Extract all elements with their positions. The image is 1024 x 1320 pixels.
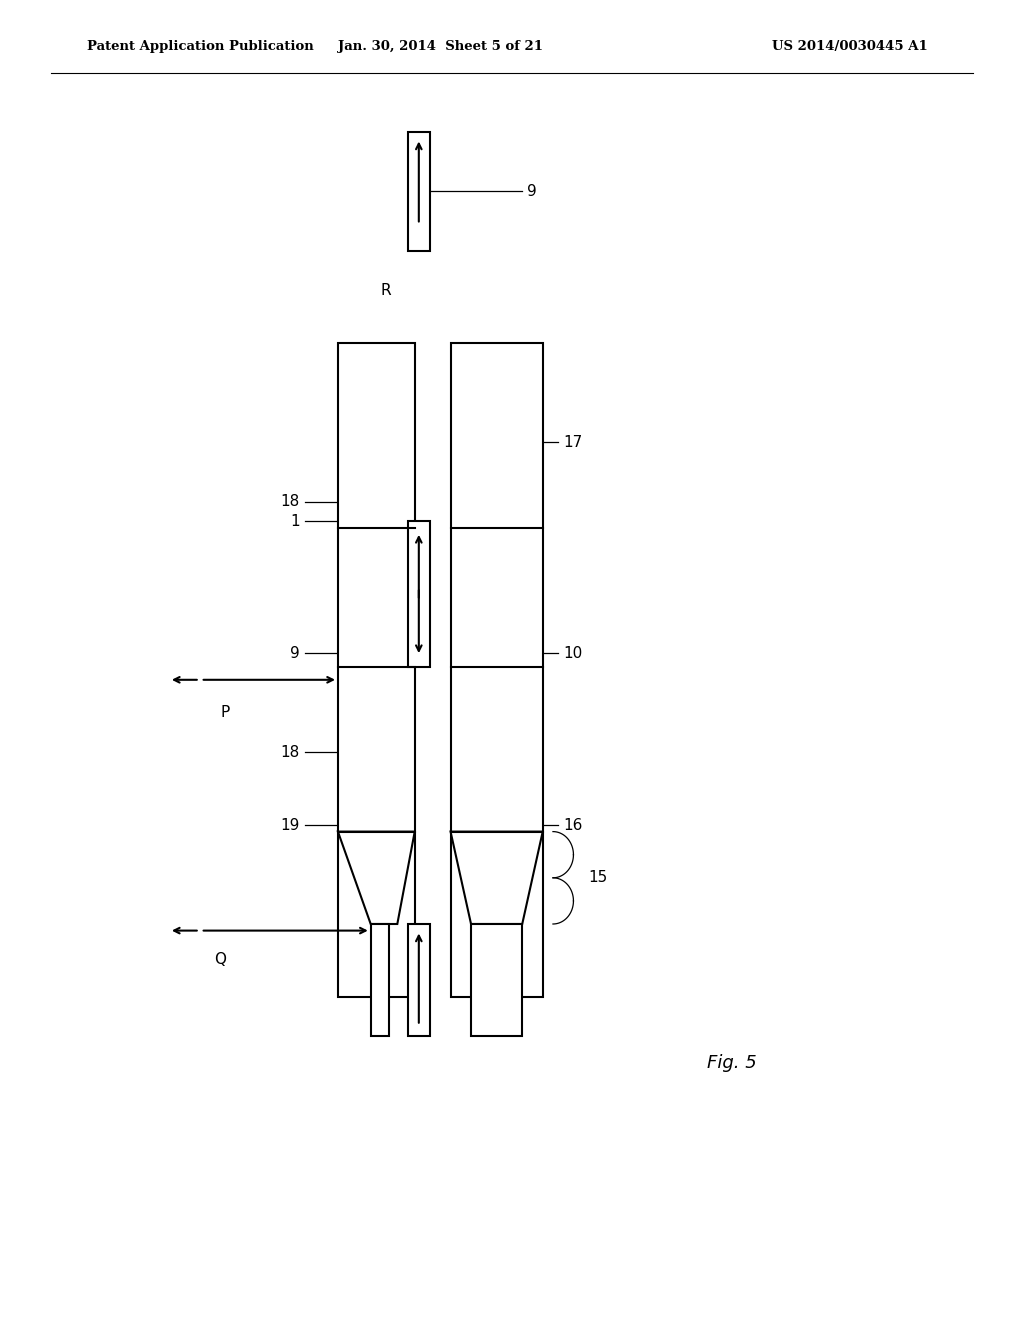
Text: Fig. 5: Fig. 5 xyxy=(707,1053,757,1072)
Text: US 2014/0030445 A1: US 2014/0030445 A1 xyxy=(772,40,928,53)
Polygon shape xyxy=(451,832,543,924)
Text: 18: 18 xyxy=(281,494,300,510)
Text: R: R xyxy=(381,282,391,298)
Text: Patent Application Publication: Patent Application Publication xyxy=(87,40,313,53)
Bar xyxy=(338,343,415,997)
Text: 9: 9 xyxy=(527,183,538,199)
Bar xyxy=(471,924,522,1036)
Text: 16: 16 xyxy=(563,817,583,833)
Bar xyxy=(451,343,543,997)
Text: 1: 1 xyxy=(291,513,300,529)
Text: P: P xyxy=(220,705,230,721)
Text: 18: 18 xyxy=(281,744,300,760)
Text: 17: 17 xyxy=(563,434,583,450)
Text: 19: 19 xyxy=(281,817,300,833)
Text: Q: Q xyxy=(214,952,226,968)
Bar xyxy=(371,924,389,1036)
Text: Jan. 30, 2014  Sheet 5 of 21: Jan. 30, 2014 Sheet 5 of 21 xyxy=(338,40,543,53)
Bar xyxy=(408,924,430,1036)
Polygon shape xyxy=(338,832,415,924)
Text: 9: 9 xyxy=(290,645,300,661)
Text: 10: 10 xyxy=(563,645,583,661)
Text: 15: 15 xyxy=(589,870,608,886)
Bar xyxy=(408,521,430,667)
Bar xyxy=(408,132,430,251)
